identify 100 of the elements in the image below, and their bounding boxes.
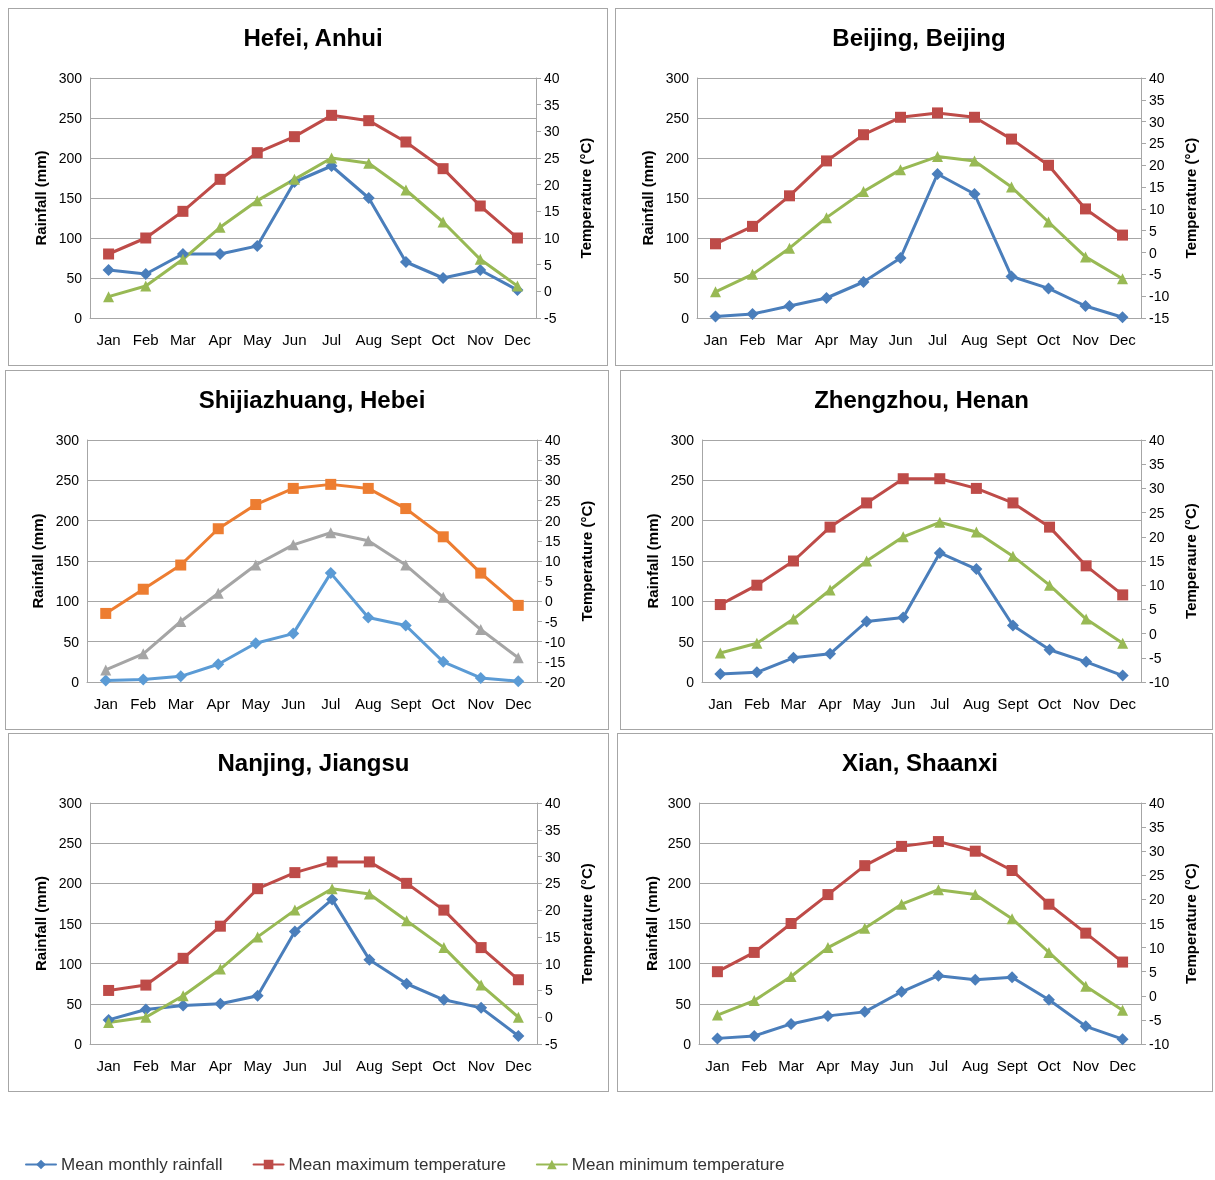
point <box>362 482 374 494</box>
point <box>1042 282 1055 295</box>
point <box>140 280 152 292</box>
chart-title: Nanjing, Jiangsu <box>217 748 410 776</box>
point <box>137 673 150 686</box>
point <box>932 836 944 848</box>
y2-tick-label: 35 <box>1149 819 1165 836</box>
point <box>1117 229 1128 241</box>
point <box>475 979 487 991</box>
x-tick-label: Oct <box>431 695 456 712</box>
x-tick-label: Jul <box>321 695 341 712</box>
point <box>251 195 263 207</box>
y-axis-title: Rainfall (mm) <box>31 875 49 972</box>
y2-tick-label: 5 <box>1149 963 1157 980</box>
point <box>709 310 722 323</box>
x-tick-label: Jun <box>888 331 913 348</box>
x-tick-label: Sept <box>996 331 1028 348</box>
point <box>103 248 115 260</box>
x-tick-label: Aug <box>961 331 988 348</box>
point <box>822 942 834 954</box>
point <box>895 164 906 176</box>
y-tick-label: 100 <box>58 955 83 972</box>
point <box>288 925 301 938</box>
point <box>512 675 525 688</box>
x-tick-label: Apr <box>818 695 842 712</box>
point <box>511 280 523 292</box>
y2-tick-label: 25 <box>545 492 561 509</box>
y-tick-label: 100 <box>58 230 83 246</box>
x-tick-label: Dec <box>505 1057 533 1074</box>
point <box>859 860 871 872</box>
point <box>1117 589 1129 601</box>
point <box>437 216 449 228</box>
point <box>437 272 450 284</box>
y2-tick-label: -15 <box>1149 310 1170 326</box>
point <box>897 531 909 543</box>
chart-title: Shijiazhuang, Hebei <box>198 385 426 413</box>
x-tick-label: May <box>241 695 271 712</box>
y2-tick-label: 5 <box>1149 601 1157 618</box>
x-tick-label: Apr <box>816 1057 840 1074</box>
x-tick-label: Nov <box>466 331 495 348</box>
point <box>932 107 943 119</box>
point <box>140 979 152 991</box>
point <box>212 523 224 535</box>
point <box>1042 993 1055 1006</box>
y-tick-label: 250 <box>665 110 690 126</box>
point <box>100 607 112 619</box>
y2-tick-label: 0 <box>544 283 552 300</box>
point <box>137 648 149 660</box>
y-tick-label: 50 <box>673 270 690 286</box>
point <box>399 619 412 632</box>
point <box>785 971 797 983</box>
point <box>1006 181 1017 193</box>
point <box>710 286 721 298</box>
y2-tick-label: 10 <box>545 955 561 972</box>
y2-axis-title: Temperature (°C) <box>578 500 595 622</box>
y2-tick-label: 5 <box>1149 222 1157 239</box>
y-tick-label: 200 <box>670 512 695 529</box>
point <box>748 1029 761 1042</box>
point <box>177 990 189 1002</box>
x-tick-label: Apr <box>208 1057 233 1074</box>
point <box>326 109 338 121</box>
y-tick-label: 100 <box>667 955 692 972</box>
point <box>857 276 870 288</box>
point <box>400 136 412 148</box>
point <box>714 647 726 659</box>
y2-tick-label: 30 <box>1149 843 1165 860</box>
y2-axis-title: Temperature (°C) <box>1182 863 1199 984</box>
point <box>821 155 832 167</box>
x-tick-label: Jun <box>281 695 306 712</box>
point <box>859 922 871 934</box>
point <box>362 611 375 624</box>
point <box>821 1009 834 1022</box>
point <box>252 931 264 943</box>
x-tick-label: Oct <box>1037 695 1063 712</box>
point <box>400 977 413 990</box>
y-tick-label: 250 <box>667 835 692 852</box>
point <box>214 173 226 185</box>
point <box>969 845 981 857</box>
point <box>858 129 869 141</box>
point <box>933 546 946 559</box>
point <box>251 240 264 252</box>
y2-tick-label: 20 <box>545 902 561 919</box>
chart-title: Beijing, Beijing <box>832 23 1006 51</box>
x-tick-label: Jun <box>282 1057 307 1074</box>
point <box>1043 216 1054 228</box>
y2-tick-label: 15 <box>544 203 560 220</box>
x-tick-label: May <box>849 331 879 348</box>
y2-tick-label: 40 <box>1149 432 1165 448</box>
point <box>861 497 873 509</box>
point <box>1117 637 1129 649</box>
y2-tick-label: 25 <box>545 875 561 892</box>
point <box>137 583 149 595</box>
x-tick-label: Oct <box>432 1057 457 1074</box>
point <box>103 291 115 303</box>
point <box>437 993 450 1006</box>
y2-tick-label: 40 <box>1149 795 1165 811</box>
point <box>511 232 523 244</box>
point <box>1116 669 1129 682</box>
x-tick-label: May <box>852 695 882 712</box>
point <box>748 946 760 958</box>
